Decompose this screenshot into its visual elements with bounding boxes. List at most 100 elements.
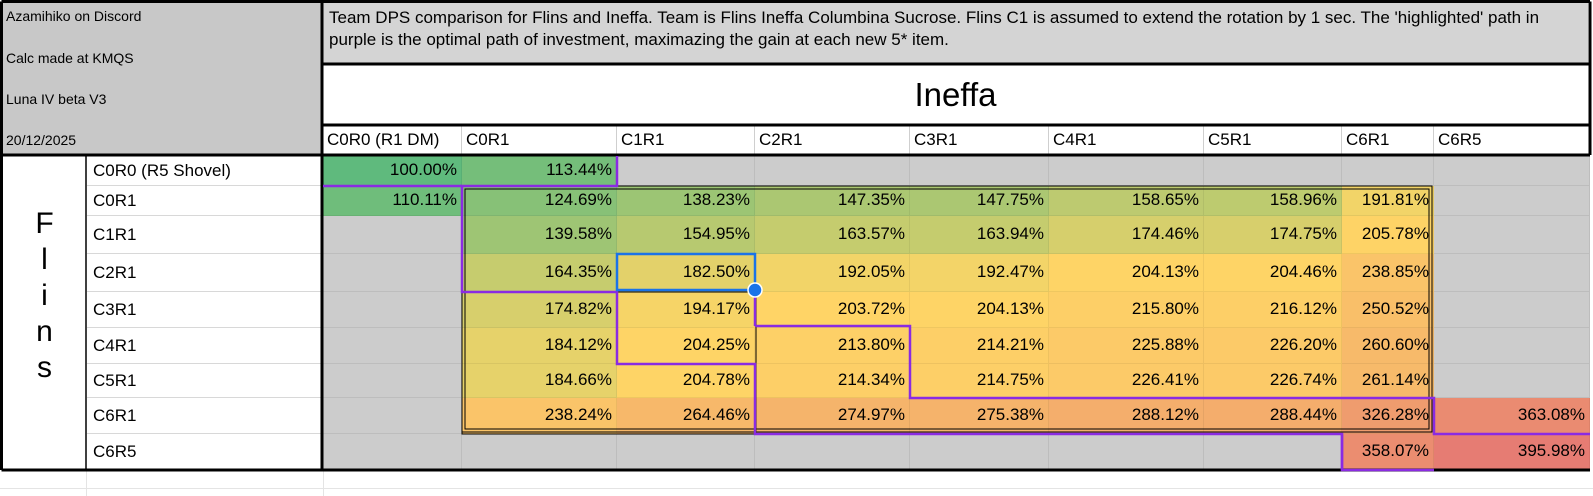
empty-cell[interactable] (910, 156, 1049, 186)
empty-cell[interactable] (1434, 254, 1590, 292)
dps-cell[interactable]: 204.78% (617, 364, 755, 398)
description-cell[interactable]: Team DPS comparison for Flins and Ineffa… (323, 3, 1588, 64)
empty-cell[interactable] (1434, 364, 1590, 398)
dps-cell[interactable]: 260.60% (1342, 328, 1434, 364)
empty-cell[interactable] (323, 398, 462, 434)
dps-cell[interactable]: 205.78% (1342, 216, 1434, 254)
dps-cell[interactable]: 225.88% (1049, 328, 1204, 364)
row-header[interactable]: C0R0 (R5 Shovel) (87, 156, 323, 186)
author-cell[interactable]: Azamihiko on Discord (3, 3, 322, 31)
column-header[interactable]: C0R1 (462, 126, 617, 154)
dps-cell[interactable]: 288.12% (1049, 398, 1204, 434)
dps-cell[interactable]: 214.75% (910, 364, 1049, 398)
dps-cell[interactable]: 250.52% (1342, 292, 1434, 328)
dps-cell[interactable]: 184.12% (462, 328, 617, 364)
dps-cell[interactable]: 358.07% (1342, 434, 1434, 470)
dps-cell[interactable]: 274.97% (755, 398, 910, 434)
dps-cell[interactable]: 182.50% (617, 254, 755, 292)
column-header[interactable]: C6R1 (1342, 126, 1434, 154)
dps-cell[interactable]: 238.85% (1342, 254, 1434, 292)
calc-place-cell[interactable]: Calc made at KMQS (3, 31, 322, 73)
dps-cell[interactable]: 158.96% (1204, 186, 1342, 216)
empty-cell[interactable] (1049, 156, 1204, 186)
dps-cell[interactable]: 158.65% (1049, 186, 1204, 216)
empty-cell[interactable] (1434, 186, 1590, 216)
dps-cell[interactable]: 163.94% (910, 216, 1049, 254)
empty-cell[interactable] (617, 156, 755, 186)
column-header[interactable]: C5R1 (1204, 126, 1342, 154)
dps-cell[interactable]: 204.13% (910, 292, 1049, 328)
dps-cell[interactable]: 213.80% (755, 328, 910, 364)
dps-cell[interactable]: 194.17% (617, 292, 755, 328)
empty-cell[interactable] (755, 156, 910, 186)
dps-cell[interactable]: 154.95% (617, 216, 755, 254)
dps-cell[interactable]: 164.35% (462, 254, 617, 292)
dps-cell[interactable]: 226.74% (1204, 364, 1342, 398)
dps-cell[interactable]: 174.75% (1204, 216, 1342, 254)
dps-cell[interactable]: 395.98% (1434, 434, 1590, 470)
dps-cell[interactable]: 226.41% (1049, 364, 1204, 398)
dps-cell[interactable]: 216.12% (1204, 292, 1342, 328)
dps-cell[interactable]: 184.66% (462, 364, 617, 398)
dps-cell[interactable]: 275.38% (910, 398, 1049, 434)
row-header[interactable]: C1R1 (87, 216, 323, 254)
dps-cell[interactable]: 139.58% (462, 216, 617, 254)
dps-cell[interactable]: 174.82% (462, 292, 617, 328)
empty-cell[interactable] (1342, 156, 1434, 186)
empty-cell[interactable] (323, 364, 462, 398)
dps-cell[interactable]: 192.05% (755, 254, 910, 292)
dps-cell[interactable]: 215.80% (1049, 292, 1204, 328)
dps-cell[interactable]: 204.13% (1049, 254, 1204, 292)
dps-cell[interactable]: 110.11% (323, 186, 462, 216)
dps-cell[interactable]: 261.14% (1342, 364, 1434, 398)
dps-cell[interactable]: 214.34% (755, 364, 910, 398)
empty-cell[interactable] (1204, 156, 1342, 186)
empty-cell[interactable] (617, 434, 755, 470)
empty-cell[interactable] (323, 254, 462, 292)
dps-cell[interactable]: 147.35% (755, 186, 910, 216)
dps-cell[interactable]: 100.00% (323, 156, 462, 186)
dps-cell[interactable]: 174.46% (1049, 216, 1204, 254)
empty-cell[interactable] (1434, 292, 1590, 328)
row-header[interactable]: C4R1 (87, 328, 323, 364)
version-cell[interactable]: Luna IV beta V3 (3, 73, 322, 115)
row-header[interactable]: C3R1 (87, 292, 323, 328)
empty-cell[interactable] (1434, 216, 1590, 254)
date-cell[interactable]: 20/12/2025 (3, 115, 322, 155)
dps-cell[interactable]: 147.75% (910, 186, 1049, 216)
dps-cell[interactable]: 203.72% (755, 292, 910, 328)
dps-cell[interactable]: 113.44% (462, 156, 617, 186)
empty-cell[interactable] (1434, 156, 1590, 186)
empty-cell[interactable] (323, 434, 462, 470)
dps-cell[interactable]: 191.81% (1342, 186, 1434, 216)
dps-cell[interactable]: 214.21% (910, 328, 1049, 364)
dps-cell[interactable]: 192.47% (910, 254, 1049, 292)
empty-cell[interactable] (323, 292, 462, 328)
column-header[interactable]: C3R1 (910, 126, 1049, 154)
row-header[interactable]: C2R1 (87, 254, 323, 292)
ineffa-title[interactable]: Ineffa (323, 65, 1588, 125)
dps-cell[interactable]: 138.23% (617, 186, 755, 216)
empty-cell[interactable] (1204, 434, 1342, 470)
dps-cell[interactable]: 226.20% (1204, 328, 1342, 364)
column-header[interactable]: C1R1 (617, 126, 755, 154)
dps-cell[interactable]: 264.46% (617, 398, 755, 434)
empty-cell[interactable] (323, 216, 462, 254)
dps-cell[interactable]: 204.46% (1204, 254, 1342, 292)
dps-cell[interactable]: 163.57% (755, 216, 910, 254)
empty-cell[interactable] (755, 434, 910, 470)
dps-cell[interactable]: 363.08% (1434, 398, 1590, 434)
empty-cell[interactable] (323, 328, 462, 364)
empty-cell[interactable] (462, 434, 617, 470)
empty-cell[interactable] (910, 434, 1049, 470)
dps-cell[interactable]: 204.25% (617, 328, 755, 364)
dps-cell[interactable]: 124.69% (462, 186, 617, 216)
row-header[interactable]: C6R5 (87, 434, 323, 470)
column-header[interactable]: C0R0 (R1 DM) (323, 126, 462, 154)
empty-cell[interactable] (1049, 434, 1204, 470)
column-header[interactable]: C6R5 (1434, 126, 1590, 154)
column-header[interactable]: C4R1 (1049, 126, 1204, 154)
dps-cell[interactable]: 238.24% (462, 398, 617, 434)
empty-cell[interactable] (1434, 328, 1590, 364)
